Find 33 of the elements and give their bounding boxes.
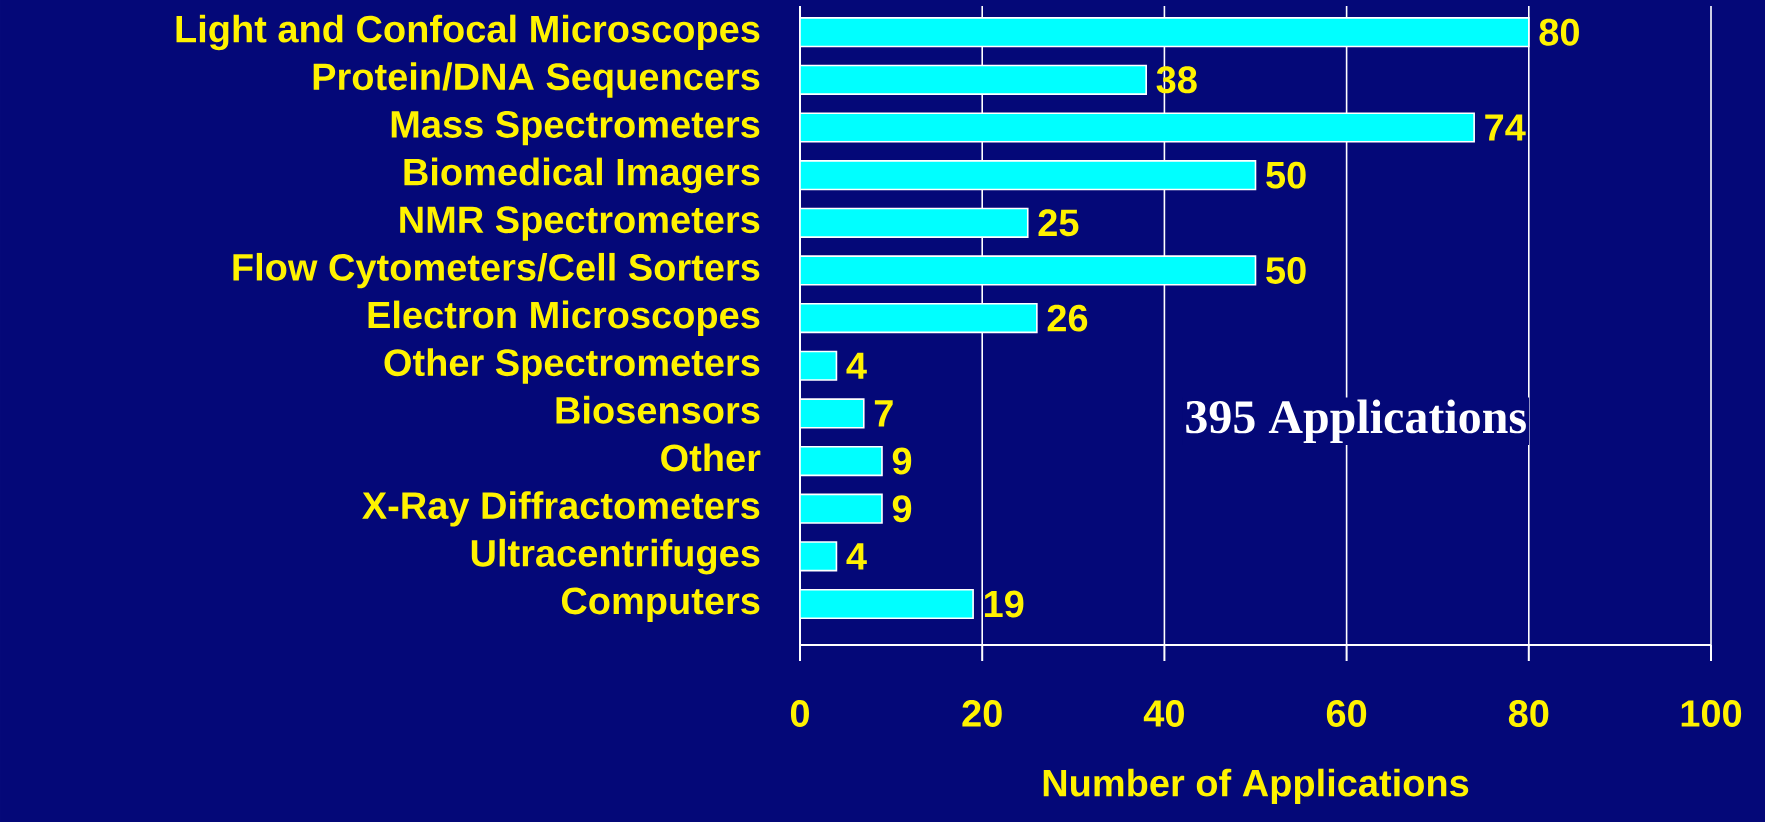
data-label: 80 <box>1539 18 1579 46</box>
data-label: 9 <box>892 447 912 475</box>
y-tick-label: NMR Spectrometers <box>400 206 760 241</box>
y-tick-label: Other Spectrometers <box>384 348 760 384</box>
y-tick-label: Biomedical Imagers <box>404 157 760 194</box>
data-label: 50 <box>1266 161 1306 189</box>
data-label: 7 <box>874 400 893 427</box>
data-label: 19 <box>984 590 1024 618</box>
x-tick-label: 60 <box>1326 700 1367 727</box>
x-axis-title: Number of Applications <box>1043 768 1469 805</box>
data-label: 26 <box>1047 304 1088 332</box>
y-tick-label: Protein/DNA Sequencers <box>313 62 760 98</box>
y-tick-label: Mass Spectrometers <box>391 110 760 146</box>
y-tick-label: Biosensors <box>556 395 760 424</box>
data-label: 74 <box>1485 114 1526 141</box>
y-tick-label: Computers <box>561 587 760 622</box>
data-label: 9 <box>892 495 912 523</box>
x-tick-label: 20 <box>962 700 1002 727</box>
y-tick-label: Other <box>661 443 761 472</box>
y-tick-label: Ultracentrifuges <box>471 538 760 575</box>
data-label: 4 <box>846 352 867 379</box>
y-tick-label: X-Ray Diffractometers <box>362 491 760 527</box>
x-tick-label: 40 <box>1143 700 1184 727</box>
data-label: 25 <box>1038 209 1079 237</box>
data-label: 4 <box>846 543 867 570</box>
x-tick-label: 0 <box>790 700 810 727</box>
annotation: 395 Applications <box>1186 399 1526 444</box>
y-tick-label: Electron Microscopes <box>368 300 760 336</box>
data-label: 50 <box>1266 257 1306 284</box>
x-tick-label: 80 <box>1508 700 1549 727</box>
y-tick-label: Light and Confocal Microscopes <box>176 14 760 51</box>
y-tick-label: Flow Cytometers/Cell Sorters <box>233 252 760 289</box>
x-tick-label: 100 <box>1681 700 1742 727</box>
